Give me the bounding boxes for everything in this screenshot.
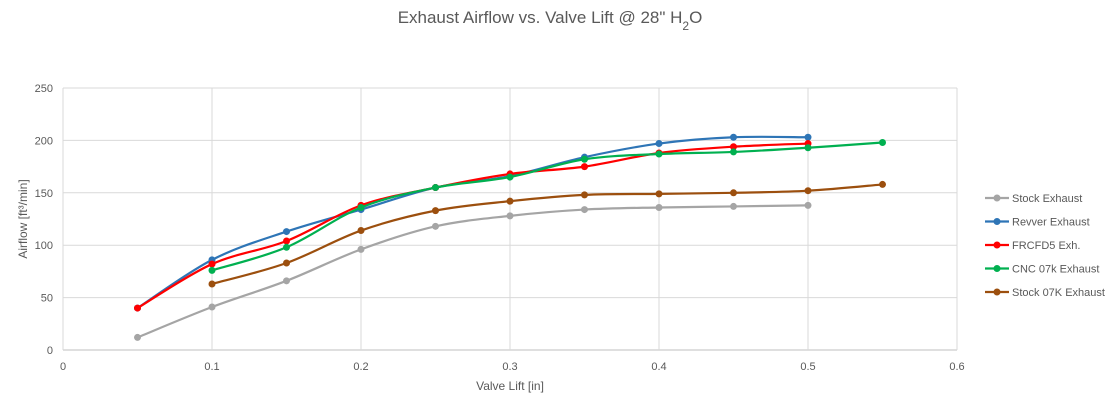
y-tick-label: 200 bbox=[35, 135, 53, 147]
data-point bbox=[581, 206, 588, 214]
data-point bbox=[506, 197, 514, 205]
data-point bbox=[432, 207, 439, 215]
data-point bbox=[655, 190, 663, 198]
data-point bbox=[879, 138, 886, 146]
data-point bbox=[730, 189, 737, 197]
series-line bbox=[136, 142, 809, 310]
data-point bbox=[879, 180, 886, 188]
legend-label: Stock Exhaust bbox=[1012, 193, 1082, 205]
y-tick-label: 0 bbox=[47, 345, 53, 357]
data-point bbox=[357, 245, 365, 253]
data-point bbox=[804, 187, 812, 195]
y-tick-label: 100 bbox=[35, 240, 53, 252]
data-point bbox=[506, 173, 514, 181]
legend-label: Revver Exhaust bbox=[1012, 217, 1090, 229]
x-axis-label: Valve Lift [in] bbox=[476, 379, 544, 393]
data-point bbox=[730, 148, 737, 156]
data-point bbox=[283, 243, 290, 251]
data-point bbox=[804, 144, 812, 152]
data-point bbox=[655, 150, 663, 158]
x-tick-label: 0.6 bbox=[949, 361, 964, 373]
data-point bbox=[432, 184, 439, 192]
data-point bbox=[655, 203, 663, 211]
data-point bbox=[134, 304, 141, 312]
x-tick-label: 0.2 bbox=[353, 361, 368, 373]
y-axis-label: Airflow [ft³/min] bbox=[16, 179, 30, 258]
chart-title: Exhaust Airflow vs. Valve Lift @ 28" H2O bbox=[398, 8, 703, 33]
data-point bbox=[283, 228, 290, 236]
data-point bbox=[804, 201, 812, 209]
x-tick-label: 0 bbox=[60, 361, 66, 373]
data-point bbox=[134, 333, 141, 341]
legend-marker bbox=[993, 218, 1001, 225]
data-point bbox=[208, 260, 216, 268]
data-point bbox=[208, 266, 216, 274]
legend-label: FRCFD5 Exh. bbox=[1012, 240, 1080, 252]
y-tick-label: 250 bbox=[35, 83, 53, 95]
x-tick-label: 0.3 bbox=[502, 361, 517, 373]
x-tick-label: 0.1 bbox=[204, 361, 219, 373]
legend-marker bbox=[993, 288, 1001, 296]
data-point bbox=[283, 259, 290, 267]
series-line bbox=[136, 135, 809, 310]
legend-marker bbox=[993, 194, 1001, 202]
data-point bbox=[730, 202, 737, 210]
data-point bbox=[581, 163, 588, 171]
data-point bbox=[208, 280, 216, 288]
legend-label: Stock 07K Exhaust bbox=[1012, 287, 1105, 299]
series-line bbox=[137, 204, 809, 339]
data-point bbox=[357, 227, 365, 235]
data-point bbox=[730, 143, 737, 151]
data-point bbox=[581, 155, 588, 163]
legend-marker bbox=[993, 241, 1001, 249]
data-point bbox=[506, 212, 514, 220]
data-point bbox=[581, 191, 588, 199]
data-point bbox=[357, 203, 365, 211]
x-tick-label: 0.4 bbox=[651, 361, 666, 373]
series-line bbox=[211, 183, 883, 286]
data-point bbox=[730, 133, 737, 141]
y-tick-label: 50 bbox=[41, 293, 53, 305]
legend-label: CNC 07k Exhaust bbox=[1012, 264, 1099, 276]
data-point bbox=[208, 303, 216, 311]
series-line bbox=[211, 141, 883, 272]
legend-marker bbox=[993, 265, 1001, 272]
data-point bbox=[655, 140, 663, 148]
x-tick-label: 0.5 bbox=[800, 361, 815, 373]
data-point bbox=[283, 237, 290, 245]
data-point bbox=[804, 133, 812, 141]
y-tick-label: 150 bbox=[35, 188, 53, 200]
data-point bbox=[283, 277, 290, 285]
data-point bbox=[432, 222, 439, 230]
